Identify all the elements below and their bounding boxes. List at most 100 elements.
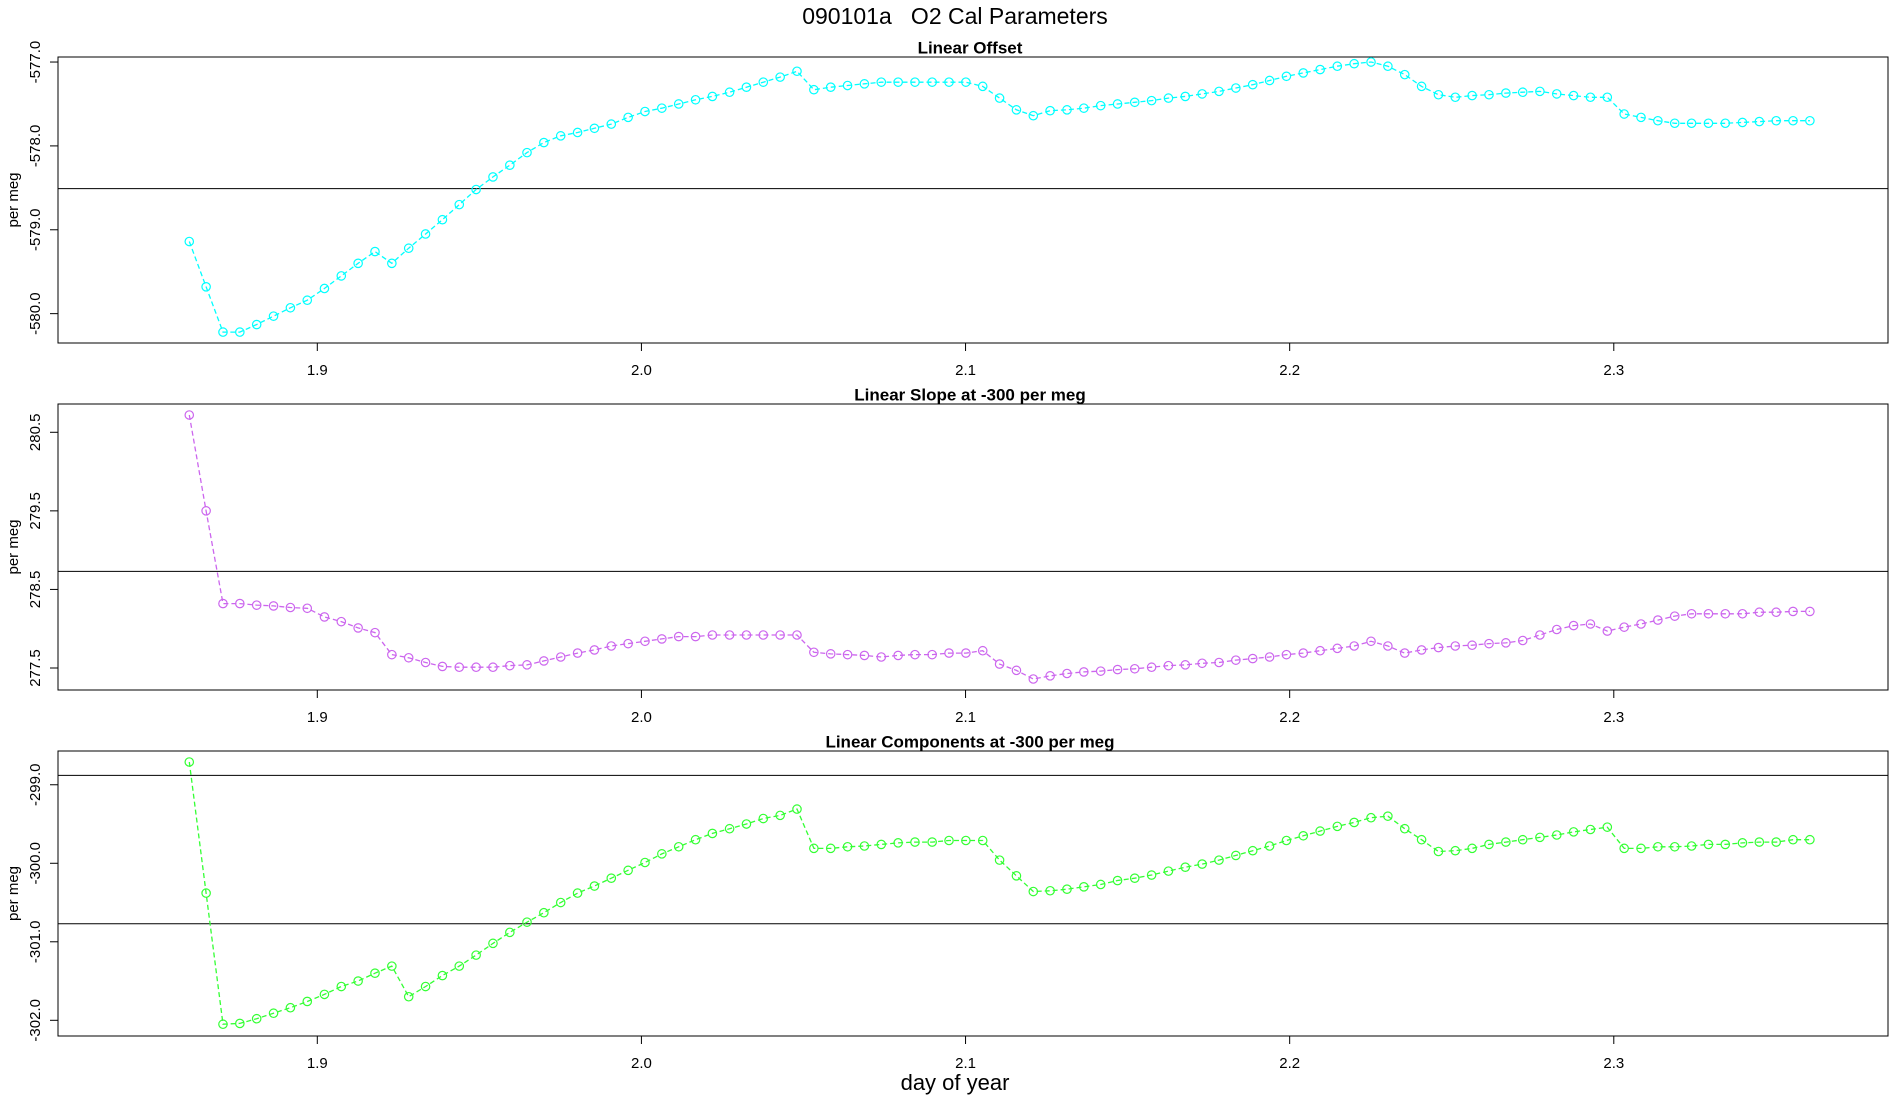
data-point	[1247, 79, 1258, 90]
data-point	[387, 649, 397, 660]
data-point	[336, 981, 347, 992]
data-point	[1399, 823, 1410, 834]
data-point	[454, 199, 465, 210]
data-point	[589, 645, 600, 655]
data-point	[454, 662, 465, 673]
data-point	[792, 804, 802, 814]
data-point	[707, 630, 718, 640]
data-point	[1383, 811, 1393, 821]
data-point	[1771, 607, 1781, 618]
data-point	[302, 996, 313, 1007]
data-point	[420, 657, 431, 668]
data-point	[1568, 827, 1579, 837]
data-point	[572, 127, 583, 138]
data-point	[1112, 99, 1123, 109]
data-point	[589, 123, 600, 134]
data-point	[1247, 845, 1258, 856]
data-point	[1079, 667, 1089, 677]
data-point	[876, 77, 887, 87]
y-tick-label: 280.5	[27, 414, 44, 452]
data-point	[673, 99, 684, 109]
y-tick-label: -302.0	[27, 999, 44, 1042]
x-tick-label: 2.0	[631, 709, 652, 726]
series-line	[188, 414, 1810, 680]
data-point	[1754, 837, 1765, 847]
x-tick-label: 2.0	[631, 1055, 652, 1072]
data-point	[1501, 638, 1511, 648]
data-point	[1332, 61, 1343, 72]
series-line	[188, 61, 1810, 333]
data-point	[1805, 115, 1815, 126]
x-axis-label: day of year	[901, 1070, 1010, 1095]
data-point	[623, 638, 633, 649]
data-point	[488, 662, 498, 673]
data-point	[1535, 832, 1545, 843]
data-point	[741, 82, 752, 92]
data-point	[673, 841, 684, 852]
data-point	[1214, 855, 1224, 865]
data-point	[1011, 105, 1022, 115]
data-point	[1264, 652, 1275, 662]
data-point	[1450, 92, 1461, 103]
data-point	[961, 648, 971, 658]
data-point	[1298, 68, 1309, 78]
data-point	[876, 652, 887, 662]
data-point	[1484, 89, 1494, 100]
data-point	[1281, 71, 1292, 82]
data-point	[539, 656, 549, 666]
data-point	[1163, 866, 1174, 876]
data-point	[285, 302, 296, 313]
data-point	[1771, 115, 1781, 126]
data-point	[1619, 109, 1629, 119]
data-point	[1247, 653, 1258, 664]
data-point	[1281, 835, 1292, 846]
data-point	[1467, 843, 1477, 854]
data-point	[657, 634, 667, 644]
data-point	[235, 327, 245, 337]
data-point	[1517, 87, 1528, 98]
data-point	[640, 857, 650, 868]
y-tick-label: 278.5	[27, 571, 44, 609]
data-point	[1315, 64, 1325, 75]
data-point	[842, 80, 853, 91]
x-tick-label: 2.2	[1279, 1055, 1300, 1072]
data-point	[1028, 674, 1039, 684]
data-point	[353, 976, 363, 986]
data-point	[1805, 606, 1815, 617]
data-point	[809, 647, 819, 658]
x-tick-label: 2.3	[1603, 1055, 1624, 1072]
data-point	[1231, 83, 1241, 93]
data-point	[302, 295, 313, 306]
x-tick-label: 2.3	[1603, 709, 1624, 726]
data-point	[1264, 75, 1275, 86]
data-point	[1636, 619, 1646, 629]
data-point	[724, 823, 735, 834]
data-point	[1129, 97, 1140, 108]
data-point	[1180, 91, 1191, 102]
data-point	[184, 236, 195, 247]
data-point	[910, 77, 920, 87]
data-point	[977, 81, 988, 92]
data-point	[387, 961, 397, 971]
y-tick-label: -580.0	[27, 292, 44, 335]
data-point	[775, 810, 785, 821]
data-point	[1669, 841, 1680, 852]
data-point	[1517, 834, 1528, 845]
data-point	[285, 1002, 296, 1013]
data-point	[1703, 839, 1714, 850]
data-point	[1095, 666, 1106, 676]
data-point	[488, 172, 498, 182]
data-point	[403, 991, 414, 1002]
data-point	[1686, 608, 1697, 619]
data-point	[961, 77, 971, 87]
data-point	[1315, 645, 1325, 656]
data-point	[1281, 649, 1292, 660]
y-tick-label: -299.0	[27, 763, 44, 806]
data-point	[775, 630, 785, 640]
data-point	[1467, 640, 1477, 651]
data-point	[944, 77, 954, 87]
data-point	[1535, 630, 1545, 640]
data-point	[1045, 671, 1055, 681]
data-point	[1602, 822, 1613, 832]
data-point	[1551, 830, 1562, 840]
